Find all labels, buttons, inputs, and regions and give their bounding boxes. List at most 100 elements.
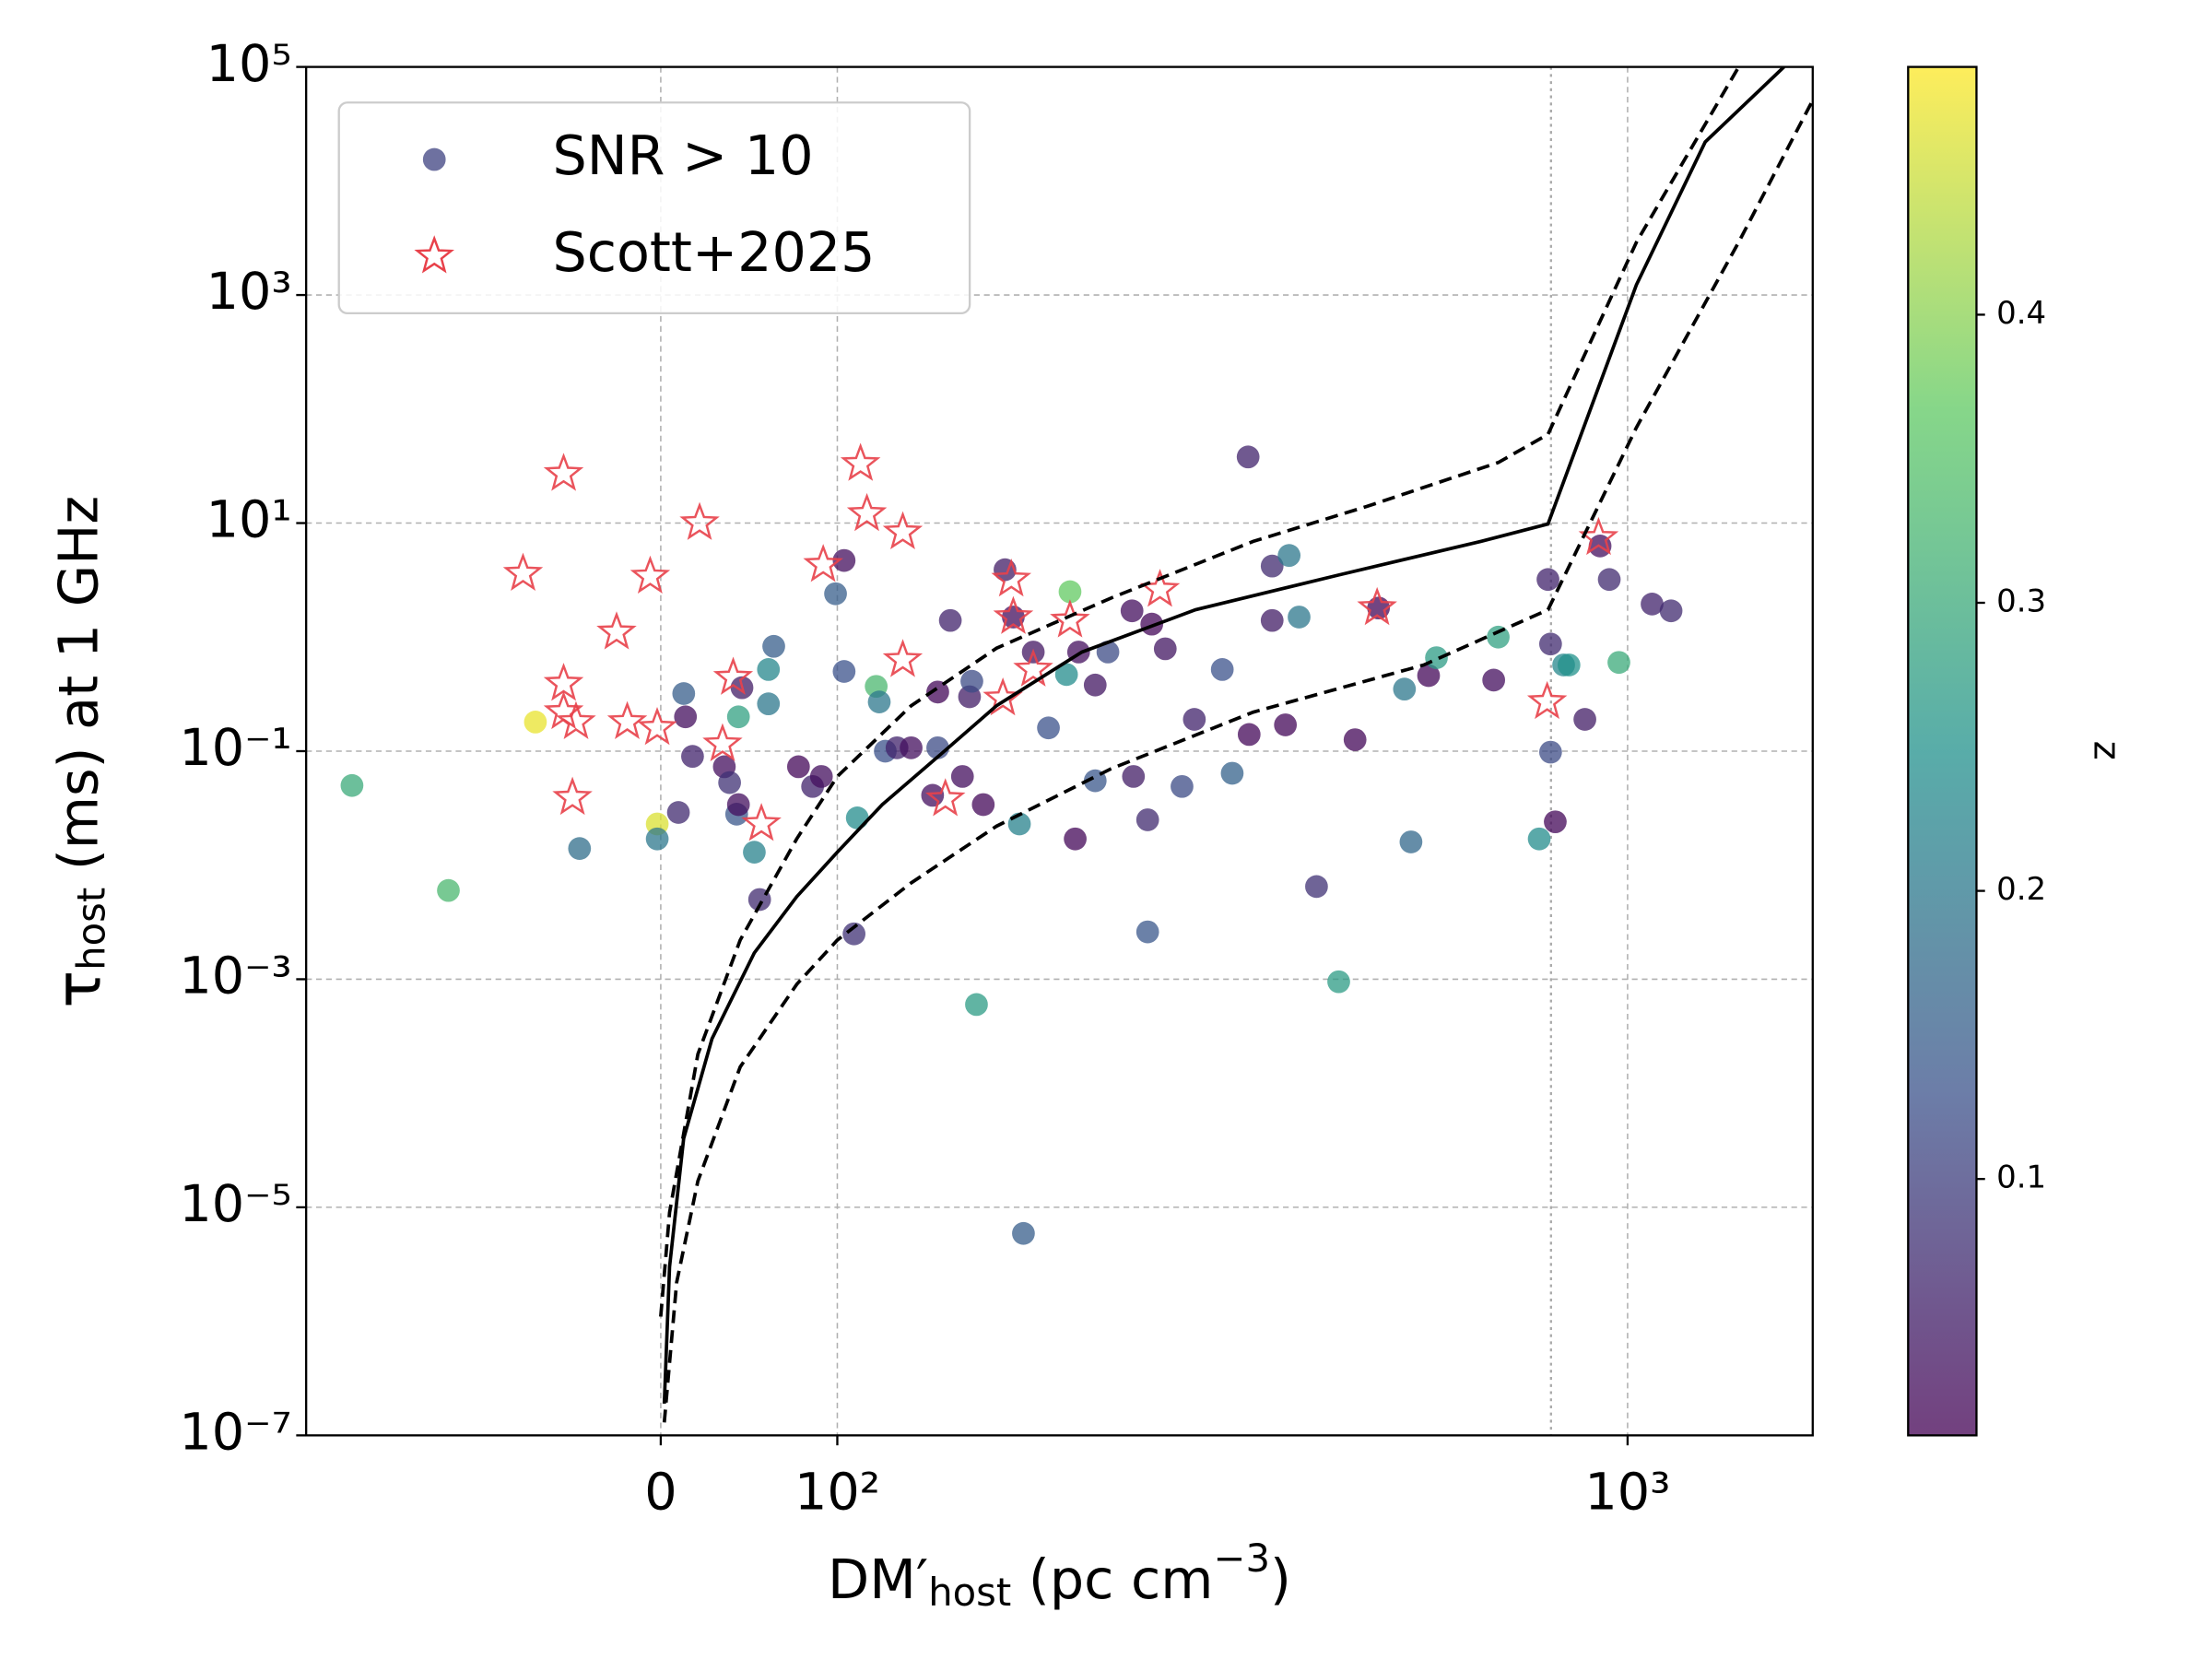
- point: [1393, 677, 1417, 701]
- star-marker: [606, 700, 648, 739]
- point: [1544, 810, 1567, 834]
- star-marker: [1357, 586, 1397, 626]
- point: [1417, 664, 1441, 688]
- legend-box: [337, 101, 971, 315]
- x-label-part: ): [1270, 1548, 1291, 1611]
- point: [1054, 663, 1078, 687]
- point: [1260, 608, 1284, 632]
- point: [1536, 568, 1559, 592]
- point: [832, 548, 856, 572]
- point: [824, 582, 847, 606]
- point: [950, 765, 974, 788]
- star-marker: [991, 558, 1031, 597]
- point: [994, 558, 1017, 582]
- point: [1171, 774, 1194, 798]
- star-marker: [637, 706, 677, 746]
- point: [1220, 761, 1244, 785]
- point: [757, 692, 781, 716]
- y-tick-label: 10⁻³: [179, 947, 291, 1006]
- point: [1538, 632, 1562, 656]
- legend-marker: [422, 147, 446, 171]
- point: [1064, 827, 1087, 851]
- y-axis-label: τhost (ms) at 1 GHz: [42, 496, 115, 1008]
- star-marker: [629, 555, 671, 594]
- point: [965, 993, 988, 1017]
- star-marker: [803, 544, 843, 582]
- x-axis-label: DM′host (pc cm−3): [828, 1535, 1291, 1615]
- figure: DM′host (pc cm−3) τhost (ms) at 1 GHz z …: [42, 34, 2127, 1615]
- point: [1153, 637, 1177, 661]
- point: [921, 783, 945, 807]
- point: [681, 745, 704, 769]
- point: [786, 755, 810, 779]
- x-tick-label: 10²: [794, 1462, 880, 1522]
- star-marker: [846, 492, 888, 532]
- x-tick-label: 0: [644, 1462, 677, 1522]
- point: [672, 682, 696, 705]
- star-marker: [1013, 648, 1053, 687]
- colorbar: [1907, 65, 1978, 1437]
- y-tick-label: 10³: [206, 262, 292, 322]
- star-marker: [596, 611, 637, 650]
- point: [1538, 740, 1562, 764]
- point: [900, 735, 923, 759]
- point: [437, 878, 460, 902]
- point: [842, 922, 866, 946]
- point: [1487, 625, 1510, 649]
- point: [1607, 651, 1630, 675]
- point: [1260, 554, 1284, 578]
- point: [1096, 641, 1120, 664]
- x-label-part: DM′: [828, 1548, 928, 1611]
- star-marker: [543, 453, 584, 491]
- y-label-part: (ms) at 1 GHz: [48, 496, 111, 888]
- point: [1343, 728, 1367, 751]
- point: [1527, 827, 1551, 851]
- star-marker: [679, 501, 720, 540]
- star-marker: [741, 803, 782, 841]
- star-marker: [840, 442, 881, 481]
- point: [1597, 568, 1621, 592]
- x-label-part: (pc cm: [1011, 1548, 1213, 1611]
- colorbar-tick-label: 0.2: [1996, 871, 2046, 908]
- point: [1058, 580, 1082, 604]
- point: [666, 801, 690, 824]
- star-marker: [993, 595, 1034, 634]
- point: [340, 773, 364, 797]
- point: [960, 669, 983, 693]
- point: [674, 705, 698, 729]
- point: [1641, 593, 1664, 616]
- point: [1482, 668, 1506, 692]
- plot-area: [340, 66, 1813, 1423]
- point: [1557, 653, 1581, 677]
- point: [757, 658, 781, 681]
- star-marker: [882, 639, 924, 677]
- star-marker: [702, 723, 743, 762]
- point: [845, 806, 869, 830]
- colorbar-tick-label: 0.3: [1996, 583, 2046, 620]
- legend-label: SNR > 10: [552, 124, 813, 187]
- star-marker: [1050, 599, 1090, 638]
- colorbar-tick-label: 0.1: [1996, 1159, 2046, 1196]
- point: [1135, 808, 1159, 831]
- point: [1122, 765, 1146, 788]
- point: [645, 827, 669, 851]
- y-tick-label: 10⁻⁵: [179, 1174, 291, 1234]
- colorbar-tick-label: 0.4: [1996, 295, 2046, 332]
- point: [1399, 830, 1423, 853]
- y-label-sub: host: [68, 888, 113, 971]
- point: [524, 711, 547, 734]
- point: [1037, 716, 1060, 740]
- point: [938, 608, 962, 632]
- point: [1012, 1221, 1035, 1245]
- y-tick-label: 10⁻⁷: [179, 1403, 291, 1463]
- point: [971, 793, 995, 817]
- point: [1573, 708, 1596, 731]
- star-marker: [1526, 680, 1568, 720]
- model-line: [659, 66, 1741, 1317]
- legend-label: Scott+2025: [552, 221, 875, 284]
- y-label-part: τ: [42, 971, 115, 1008]
- point: [867, 690, 891, 713]
- point: [1274, 713, 1298, 736]
- point: [726, 793, 750, 817]
